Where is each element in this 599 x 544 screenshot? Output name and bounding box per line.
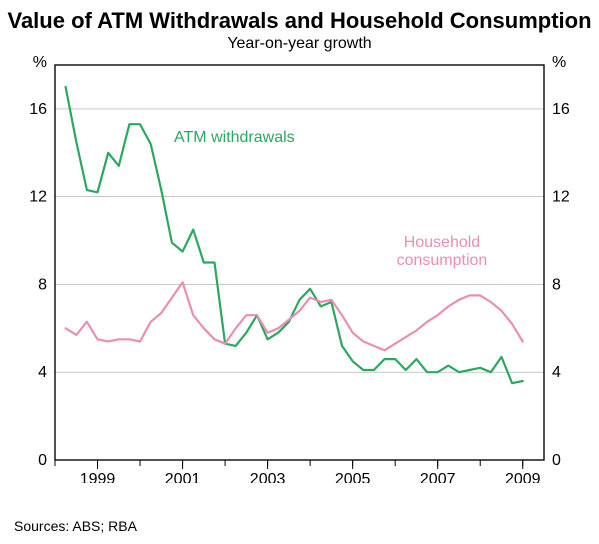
- svg-text:consumption: consumption: [397, 252, 488, 269]
- svg-text:12: 12: [552, 189, 570, 206]
- svg-text:8: 8: [38, 277, 47, 294]
- svg-text:16: 16: [29, 101, 47, 118]
- svg-text:2009: 2009: [505, 471, 541, 483]
- chart-sources: Sources: ABS; RBA: [14, 518, 137, 534]
- svg-text:2005: 2005: [335, 471, 371, 483]
- svg-text:1999: 1999: [80, 471, 116, 483]
- svg-text:ATM withdrawals: ATM withdrawals: [174, 129, 295, 146]
- svg-text:12: 12: [29, 189, 47, 206]
- chart-subtitle: Year-on-year growth: [0, 35, 599, 53]
- chart-container: Value of ATM Withdrawals and Household C…: [0, 0, 599, 544]
- svg-text:Household: Household: [404, 234, 481, 251]
- svg-text:4: 4: [552, 365, 561, 382]
- svg-text:%: %: [552, 54, 566, 71]
- svg-text:0: 0: [38, 452, 47, 469]
- chart-title: Value of ATM Withdrawals and Household C…: [0, 0, 599, 33]
- svg-text:0: 0: [552, 452, 561, 469]
- svg-text:2007: 2007: [420, 471, 456, 483]
- svg-text:2003: 2003: [250, 471, 286, 483]
- svg-text:8: 8: [552, 277, 561, 294]
- svg-text:%: %: [33, 54, 47, 71]
- svg-text:2001: 2001: [165, 471, 201, 483]
- svg-text:4: 4: [38, 365, 47, 382]
- line-chart: 0 0 4 4 8 8 12 12 16 16%% 1999 2001 2003 2005 2007 2009…: [0, 53, 599, 483]
- svg-text:16: 16: [552, 101, 570, 118]
